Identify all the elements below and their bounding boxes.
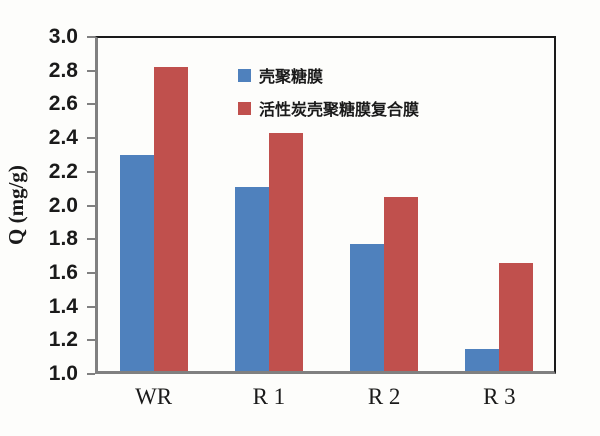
- y-tick-mark: [87, 204, 95, 207]
- bar-series2-r1: [268, 133, 303, 374]
- y-tick-mark: [87, 69, 95, 72]
- y-tick-mark: [87, 36, 95, 38]
- legend-swatch-blue-icon: [238, 68, 251, 82]
- y-tick-mark: [87, 339, 95, 342]
- bar-series1-r2: [350, 244, 385, 374]
- bar-series1-r1: [234, 186, 269, 374]
- legend-label-series2: 活性炭壳聚糖膜复合膜: [259, 100, 420, 119]
- y-tick-label: 2.8: [48, 58, 78, 82]
- bar-series2-r2: [384, 197, 419, 374]
- y-tick-label: 1.8: [48, 227, 78, 251]
- x-category-label: R 1: [252, 384, 286, 409]
- bar-series2-wr: [153, 67, 188, 374]
- bar-series1-r3: [465, 348, 500, 374]
- y-tick-mark: [87, 271, 95, 274]
- y-tick-label: 1.6: [48, 260, 78, 284]
- bar-series1-wr: [119, 154, 154, 374]
- y-tick-mark: [87, 373, 95, 375]
- y-tick-mark: [87, 238, 95, 241]
- x-category-label: R 3: [483, 384, 516, 409]
- y-tick-label: 1.4: [48, 294, 78, 318]
- y-tick-mark: [87, 103, 95, 106]
- legend-item-series1: 壳聚糖膜: [238, 64, 419, 86]
- x-category-label: R 2: [367, 384, 401, 409]
- y-tick-label: 2.4: [48, 126, 78, 150]
- y-tick-label: 1.2: [48, 328, 78, 352]
- legend: 壳聚糖膜 活性炭壳聚糖膜复合膜: [238, 64, 419, 130]
- bar-series2-r3: [499, 262, 534, 374]
- y-tick-label: 3.0: [48, 25, 78, 48]
- x-category-label: WR: [135, 384, 173, 409]
- y-tick-label: 2.6: [48, 92, 78, 116]
- y-tick-mark: [87, 305, 95, 308]
- y-tick-mark: [87, 137, 95, 140]
- y-tick-label: 2.2: [48, 159, 78, 183]
- legend-item-series2: 活性炭壳聚糖膜复合膜: [238, 97, 419, 119]
- y-tick-mark: [87, 170, 95, 173]
- y-tick-label: 2.0: [48, 193, 78, 217]
- legend-label-series1: 壳聚糖膜: [259, 67, 324, 86]
- y-tick-label: 1.0: [48, 362, 78, 385]
- legend-swatch-red-icon: [238, 101, 251, 115]
